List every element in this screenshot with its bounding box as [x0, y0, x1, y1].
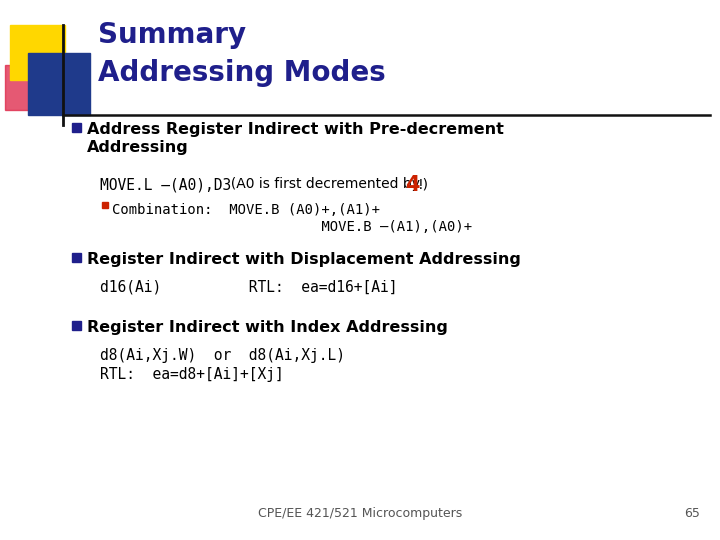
- Bar: [72, 123, 81, 132]
- Text: Addressing Modes: Addressing Modes: [98, 59, 386, 87]
- FancyBboxPatch shape: [5, 65, 60, 110]
- Text: d8(Ai,Xj.W)  or  d8(Ai,Xj.L): d8(Ai,Xj.W) or d8(Ai,Xj.L): [100, 348, 345, 363]
- Text: MOVE.B –(A1),(A0)+: MOVE.B –(A1),(A0)+: [112, 220, 472, 234]
- Text: Summary: Summary: [98, 21, 246, 49]
- Text: d16(Ai)          RTL:  ea=d16+[Ai]: d16(Ai) RTL: ea=d16+[Ai]: [100, 280, 397, 295]
- Text: MOVE.L –(A0),D3: MOVE.L –(A0),D3: [100, 177, 231, 192]
- Text: CPE/EE 421/521 Microcomputers: CPE/EE 421/521 Microcomputers: [258, 507, 462, 520]
- Text: 4: 4: [405, 175, 420, 195]
- Bar: [72, 321, 81, 330]
- Bar: [72, 253, 81, 262]
- Text: 65: 65: [684, 507, 700, 520]
- Text: Combination:  MOVE.B (A0)+,(A1)+: Combination: MOVE.B (A0)+,(A1)+: [112, 203, 380, 217]
- Bar: [102, 202, 108, 208]
- Text: Addressing: Addressing: [87, 140, 189, 155]
- Text: Register Indirect with Index Addressing: Register Indirect with Index Addressing: [87, 320, 448, 335]
- Text: (A0 is first decremented by: (A0 is first decremented by: [222, 177, 424, 191]
- Text: !): !): [418, 177, 429, 191]
- Text: Register Indirect with Displacement Addressing: Register Indirect with Displacement Addr…: [87, 252, 521, 267]
- Bar: [10, 25, 65, 80]
- Text: Address Register Indirect with Pre-decrement: Address Register Indirect with Pre-decre…: [87, 122, 504, 137]
- Bar: [28, 53, 90, 115]
- Text: RTL:  ea=d8+[Ai]+[Xj]: RTL: ea=d8+[Ai]+[Xj]: [100, 367, 284, 382]
